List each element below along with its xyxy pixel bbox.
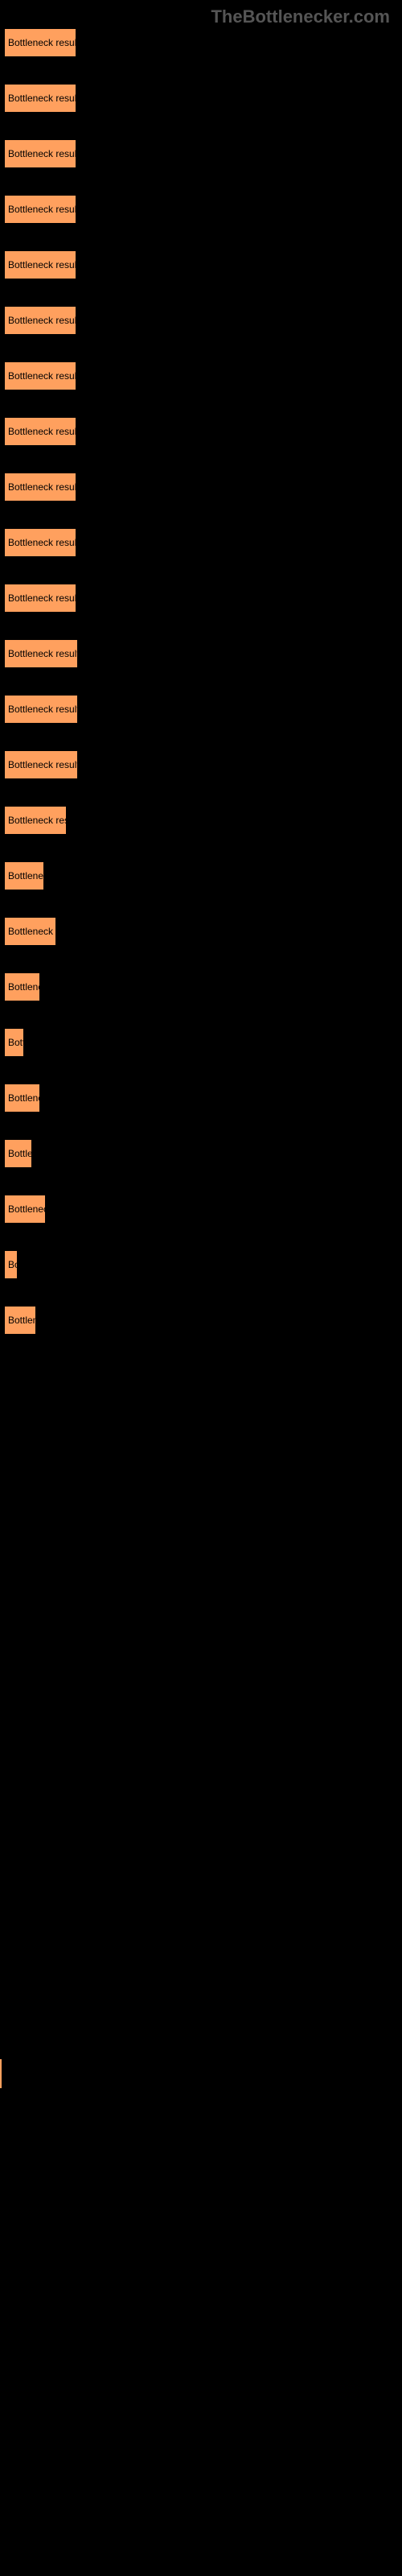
chart-bar: Bottle [4, 1139, 32, 1168]
chart-bar: Bott [4, 1028, 24, 1057]
chart-bar: Bottleneck result [4, 250, 76, 279]
chart-bar: Bottleneck result [4, 306, 76, 335]
chart-bar: Bottlene [4, 972, 40, 1001]
chart-bar: Bottleneck result [4, 28, 76, 57]
bar-row: Bottleneck result [4, 750, 402, 779]
chart-bar: Bottlenec [4, 861, 44, 890]
bar-row: Bottleneck result [4, 28, 402, 57]
chart-bar: Bottlene [4, 1084, 40, 1113]
chart-bar: Bottleneck result [4, 695, 78, 724]
bar-row: Bottleneck result [4, 361, 402, 390]
bar-row: Bottleneck result [4, 417, 402, 446]
chart-bar: Bottleneck result [4, 528, 76, 557]
chart-bar: Bottlenec [4, 1195, 46, 1224]
bar-row: Bottleneck result [4, 584, 402, 613]
bar-row: Bo [4, 1250, 402, 1279]
chart-bar: Bottleneck result [4, 473, 76, 502]
bar-row: Bottleneck result [4, 695, 402, 724]
chart-bar: Bottleneck result [4, 84, 76, 113]
bar-row: Bottleneck r [4, 917, 402, 946]
bar-row: Bottleneck result [4, 139, 402, 168]
bar-row: Bottleneck result [4, 195, 402, 224]
tiny-bar [0, 2059, 2, 2088]
bar-row: Bottlenec [4, 1195, 402, 1224]
chart-bar: Bottleneck res [4, 806, 67, 835]
bar-row: Bottleneck result [4, 250, 402, 279]
chart-bar: Bottleneck result [4, 584, 76, 613]
bar-row: Bottleneck result [4, 306, 402, 335]
chart-bar: Bottleneck result [4, 639, 78, 668]
chart-bar: Bottleneck result [4, 417, 76, 446]
watermark: TheBottlenecker.com [211, 6, 390, 27]
bar-row: Bottleneck result [4, 528, 402, 557]
bar-row: Bottlene [4, 972, 402, 1001]
bar-row: Bottleneck result [4, 473, 402, 502]
chart-bar: Bottleneck result [4, 195, 76, 224]
chart-bar: Bottleneck result [4, 750, 78, 779]
bar-row: Bottle [4, 1139, 402, 1168]
chart-bar: Bottleneck result [4, 361, 76, 390]
bar-row: Bottleneck result [4, 639, 402, 668]
chart-bar: Bottleneck r [4, 917, 56, 946]
bar-row: Bottleneck result [4, 84, 402, 113]
bar-row: Bottleneck res [4, 806, 402, 835]
bar-chart: Bottleneck result Bottleneck result Bottle… [0, 0, 402, 1335]
bar-row: Bottlen [4, 1306, 402, 1335]
chart-bar: Bottlen [4, 1306, 36, 1335]
bar-row: Bottlenec [4, 861, 402, 890]
chart-bar: Bo [4, 1250, 18, 1279]
bar-row: Bott [4, 1028, 402, 1057]
chart-bar: Bottleneck result [4, 139, 76, 168]
bar-row: Bottlene [4, 1084, 402, 1113]
